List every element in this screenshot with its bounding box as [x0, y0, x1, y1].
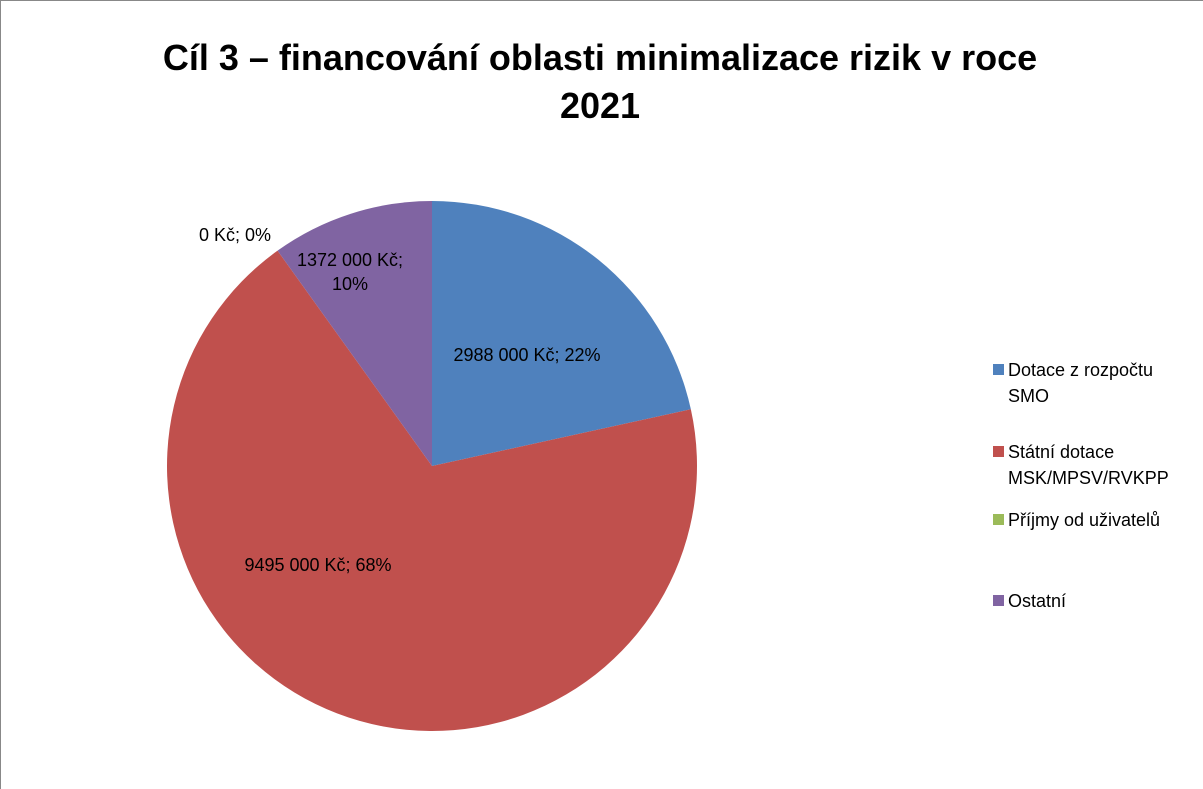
- legend-swatch: [993, 514, 1004, 525]
- pie-slice: [432, 201, 691, 466]
- data-label: 1372 000 Kč; 10%: [296, 250, 404, 294]
- chart-title: Cíl 3 – financování oblasti minimalizace…: [162, 37, 1038, 126]
- legend-swatch: [993, 364, 1004, 375]
- legend-label: Ostatní: [1008, 591, 1067, 611]
- legend-swatch: [993, 446, 1004, 457]
- legend-swatch: [993, 595, 1004, 606]
- legend-label: Příjmy od uživatelů: [1008, 510, 1161, 530]
- legend-label: Dotace z rozpočtu SMO: [1008, 360, 1154, 406]
- pie-slice: [277, 201, 432, 466]
- data-label: 0 Kč; 0%: [198, 225, 272, 245]
- pie-slice: [166, 250, 697, 732]
- legend-label: Státní dotace MSK/MPSV/RVKPP: [1008, 442, 1169, 488]
- data-label: 9495 000 Kč; 68%: [244, 555, 392, 575]
- data-label: 2988 000 Kč; 22%: [453, 345, 601, 365]
